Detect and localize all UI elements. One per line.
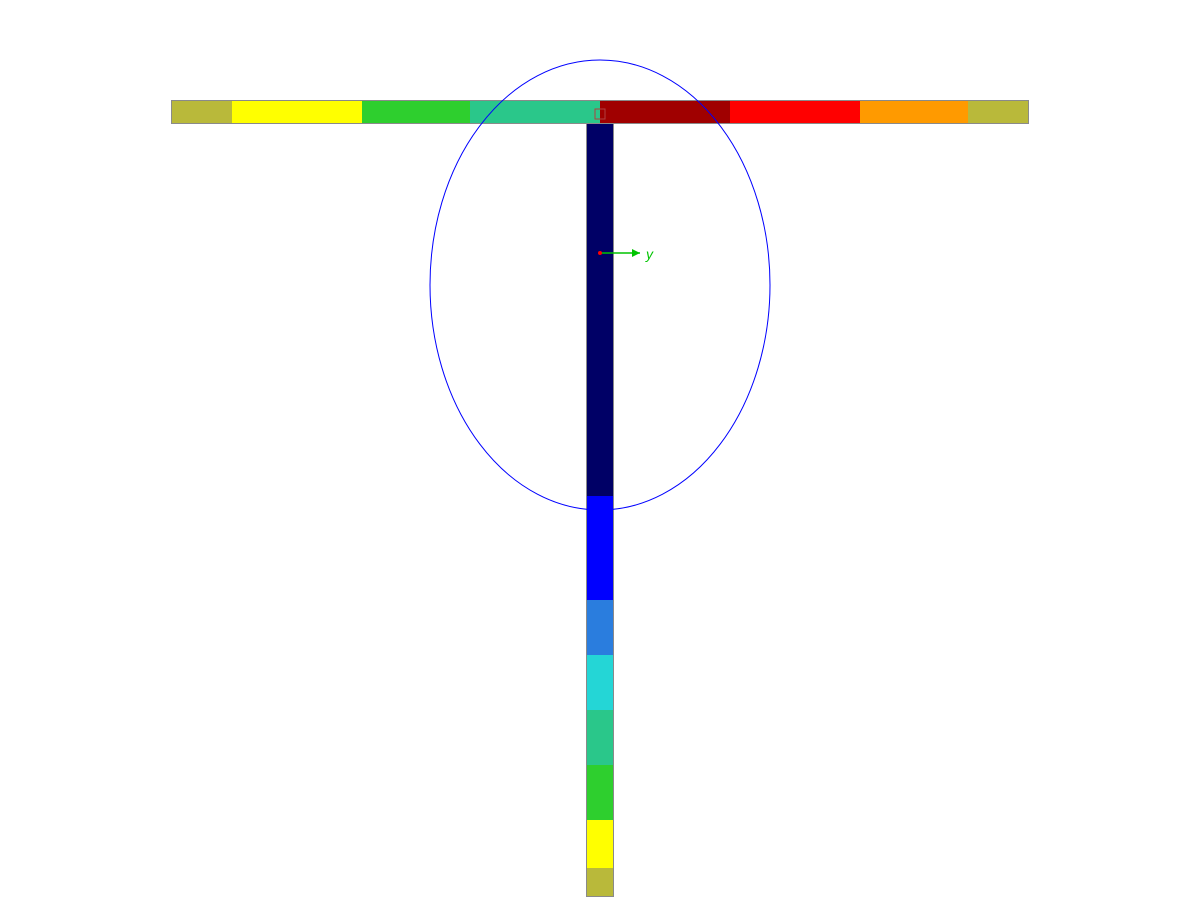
vertical-segment (586, 765, 614, 820)
horizontal-segment (730, 100, 860, 124)
vertical-segment (586, 655, 614, 710)
horizontal-segment (600, 100, 730, 124)
vertical-segment (586, 600, 614, 655)
vertical-segment (586, 868, 614, 896)
horizontal-segment (968, 100, 1028, 124)
axis-y-label: y (646, 246, 653, 262)
horizontal-segment (470, 100, 600, 124)
vertical-segment (586, 496, 614, 600)
horizontal-segment (232, 100, 362, 124)
horizontal-segment (362, 100, 470, 124)
vertical-segment (586, 820, 614, 868)
horizontal-segment (172, 100, 232, 124)
vertical-segment (586, 124, 614, 496)
vertical-segment (586, 710, 614, 765)
horizontal-segment (860, 100, 968, 124)
axis-y-arrowhead (632, 249, 640, 257)
diagram-canvas: y (0, 0, 1200, 900)
